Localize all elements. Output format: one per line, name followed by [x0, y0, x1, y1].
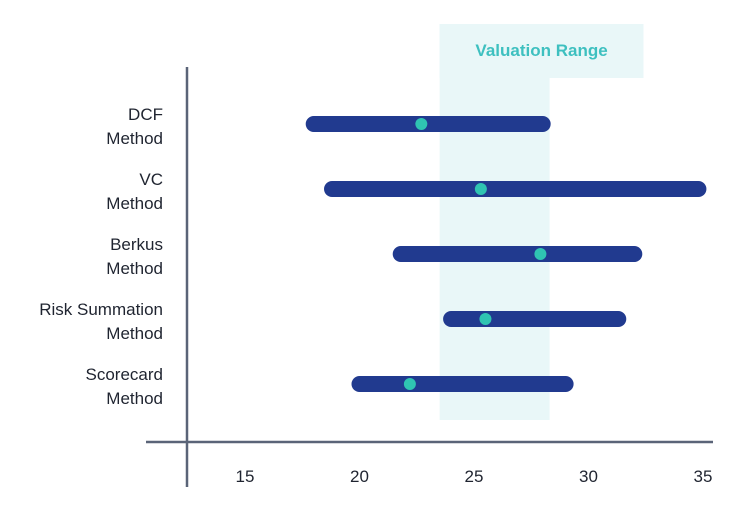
point-estimate-marker — [479, 313, 492, 325]
x-tick-label: 25 — [465, 467, 484, 486]
range-bar-layer — [305, 116, 707, 392]
category-label-layer: DCF Method VC Method Berkus Method Risk Summat… — [39, 105, 163, 408]
valuation-range-band — [439, 24, 550, 420]
category-label: Risk Summation Method — [39, 300, 163, 343]
point-estimate-marker — [415, 118, 428, 130]
category-label: DCF Method — [106, 105, 163, 148]
valuation-range-band-layer: Valuation Range — [439, 24, 644, 420]
point-estimate-marker — [474, 183, 487, 195]
x-tick-label: 35 — [694, 467, 713, 486]
axis-layer: 15 20 25 30 35 — [146, 67, 713, 487]
valuation-range-label: Valuation Range — [475, 41, 607, 60]
x-tick-label: 20 — [350, 467, 369, 486]
point-estimate-marker — [403, 378, 416, 390]
point-estimate-marker — [534, 248, 547, 260]
category-label: Berkus Method — [106, 235, 163, 278]
ghost-range-layer — [217, 119, 731, 389]
x-tick-label: 15 — [236, 467, 255, 486]
category-label: Scorecard Method — [86, 365, 163, 408]
category-label: VC Method — [106, 170, 163, 213]
x-tick-label: 30 — [579, 467, 598, 486]
valuation-range-label-panel — [439, 24, 644, 78]
